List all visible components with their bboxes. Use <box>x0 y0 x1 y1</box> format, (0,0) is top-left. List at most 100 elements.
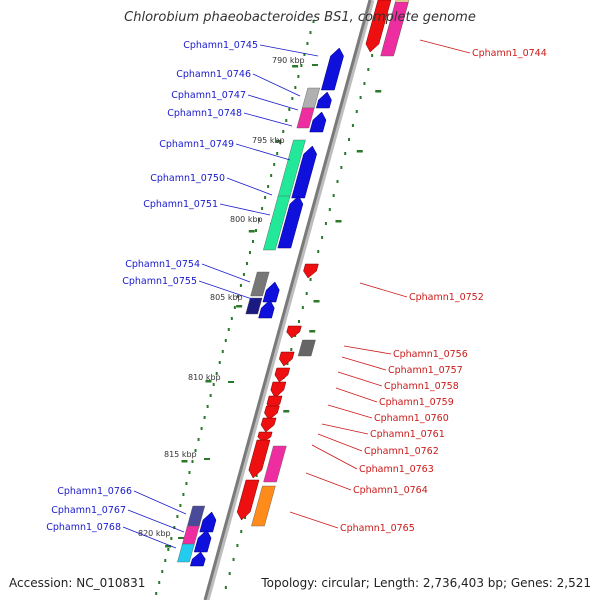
gc-dot-right <box>336 180 339 183</box>
gc-dot-left <box>179 504 182 507</box>
reverse-gene-label: Cphamn1_0758 <box>384 381 459 392</box>
gc-dot-right <box>244 516 247 519</box>
reverse-leader-line <box>419 39 471 54</box>
gene-arrow-forward <box>199 511 217 533</box>
gc-dot-right <box>224 586 227 589</box>
gc-dot-left <box>270 174 273 177</box>
accession-text: Accession: NC_010831 <box>9 576 146 590</box>
gc-dot-left <box>200 427 203 430</box>
forward-leader-line <box>122 526 177 549</box>
kbp-tick-label: 820 kbp <box>138 529 171 538</box>
backbone-track <box>203 0 375 600</box>
gene-arrow-forward <box>262 281 280 303</box>
gc-dot-left <box>245 262 248 265</box>
reverse-gene-label: Cphamn1_0764 <box>353 485 428 496</box>
gc-dot-right <box>286 362 289 365</box>
kbp-tick-label: 810 kbp <box>188 373 221 382</box>
gene-arrow-forward <box>315 91 332 109</box>
forward-gene-label: Cphamn1_0751 <box>143 199 218 210</box>
cog-box-reverse <box>251 485 276 527</box>
forward-gene-label: Cphamn1_0750 <box>150 173 225 184</box>
gc-dot-left <box>285 119 288 122</box>
forward-leader-line <box>235 143 291 161</box>
gc-dot-left <box>161 570 164 573</box>
gene-arrow-forward <box>309 111 327 133</box>
gene-arrow-forward <box>291 145 317 199</box>
forward-gene-label: Cphamn1_0754 <box>125 259 200 270</box>
kbp-tick-mark <box>204 458 210 460</box>
gc-dot-right <box>232 558 235 561</box>
gc-dot-left <box>264 196 267 199</box>
gc-dot-left <box>242 273 245 276</box>
gc-dot-left <box>182 493 185 496</box>
gc-dot-left <box>230 317 233 320</box>
gene-arrow-reverse <box>264 405 280 421</box>
gc-dot-right <box>228 572 231 575</box>
gc-dot-left <box>300 64 303 67</box>
reverse-leader-line <box>289 511 339 529</box>
forward-leader-line <box>247 94 299 111</box>
backbone-shadow <box>204 0 375 600</box>
gene-arrow-forward <box>189 551 206 567</box>
cog-box-reverse <box>380 1 409 57</box>
gc-dot-left <box>282 130 285 133</box>
gc-dot-right <box>351 124 354 127</box>
gc-dot-left <box>306 42 309 45</box>
gene-arrow-forward <box>258 299 275 319</box>
gene-arrow-reverse <box>236 479 260 521</box>
gc-dot-left <box>194 449 197 452</box>
gc-skew-dash <box>375 90 382 93</box>
reverse-leader-line <box>335 387 378 403</box>
gc-dot-right <box>344 152 347 155</box>
forward-leader-line <box>252 73 301 97</box>
gc-dot-left <box>173 526 176 529</box>
gc-dot-left <box>297 75 300 78</box>
gc-dot-left <box>191 460 194 463</box>
gene-arrow-reverse <box>303 263 319 279</box>
kbp-tick-label: 790 kbp <box>272 56 305 65</box>
gene-arrow-reverse <box>279 351 295 367</box>
gc-dot-left <box>167 548 170 551</box>
forward-gene-label: Cphamn1_0747 <box>171 90 246 101</box>
gc-dot-left <box>248 251 251 254</box>
gc-dot-right <box>301 306 304 309</box>
gc-dot-right <box>359 96 362 99</box>
gc-dot-left <box>155 592 158 595</box>
forward-leader-line <box>226 177 273 196</box>
cog-box-forward <box>250 271 270 297</box>
forward-gene-label: Cphamn1_0748 <box>167 108 242 119</box>
gc-skew-dash <box>283 410 290 413</box>
forward-gene-label: Cphamn1_0755 <box>122 276 197 287</box>
gc-dot-left <box>176 515 179 518</box>
reverse-gene-label: Cphamn1_0765 <box>340 523 415 534</box>
forward-gene-label: Cphamn1_0746 <box>176 69 251 80</box>
forward-leader-line <box>127 509 185 533</box>
gc-dot-left <box>215 372 218 375</box>
gc-dot-left <box>303 53 306 56</box>
gc-dot-left <box>309 31 312 34</box>
gc-dot-left <box>233 306 236 309</box>
gc-dot-right <box>355 110 358 113</box>
kbp-tick-label: 795 kbp <box>252 136 285 145</box>
gc-skew-dash <box>335 220 342 223</box>
gc-dot-left <box>312 20 315 23</box>
gc-dot-right <box>255 474 258 477</box>
reverse-gene-label: Cphamn1_0757 <box>388 365 463 376</box>
gc-dot-left <box>227 328 230 331</box>
gc-skew-dash <box>309 330 316 333</box>
forward-leader-line <box>133 490 187 515</box>
cog-box-reverse <box>297 339 316 357</box>
cog-box-forward <box>177 543 195 563</box>
gc-dot-right <box>305 292 308 295</box>
gc-dot-right <box>298 320 300 323</box>
cog-box-forward <box>245 297 263 315</box>
gc-skew-dash <box>165 545 172 548</box>
gc-skew-dash <box>181 460 188 463</box>
gc-dot-left <box>294 86 297 89</box>
feature-track <box>177 0 410 567</box>
reverse-gene-label: Cphamn1_0760 <box>374 413 449 424</box>
gc-dot-left <box>188 471 191 474</box>
gc-dot-right <box>363 82 366 85</box>
gc-skew-dash <box>356 150 363 153</box>
